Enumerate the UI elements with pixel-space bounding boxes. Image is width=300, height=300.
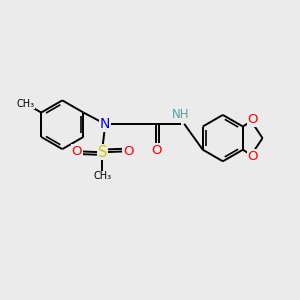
Text: O: O: [248, 150, 258, 163]
Text: N: N: [100, 117, 110, 131]
Text: O: O: [151, 144, 161, 157]
Text: S: S: [98, 145, 107, 160]
Text: O: O: [71, 145, 82, 158]
Text: NH: NH: [172, 108, 189, 122]
Text: CH₃: CH₃: [93, 172, 112, 182]
Text: O: O: [123, 145, 134, 158]
Text: CH₃: CH₃: [16, 99, 34, 109]
Text: O: O: [248, 113, 258, 127]
